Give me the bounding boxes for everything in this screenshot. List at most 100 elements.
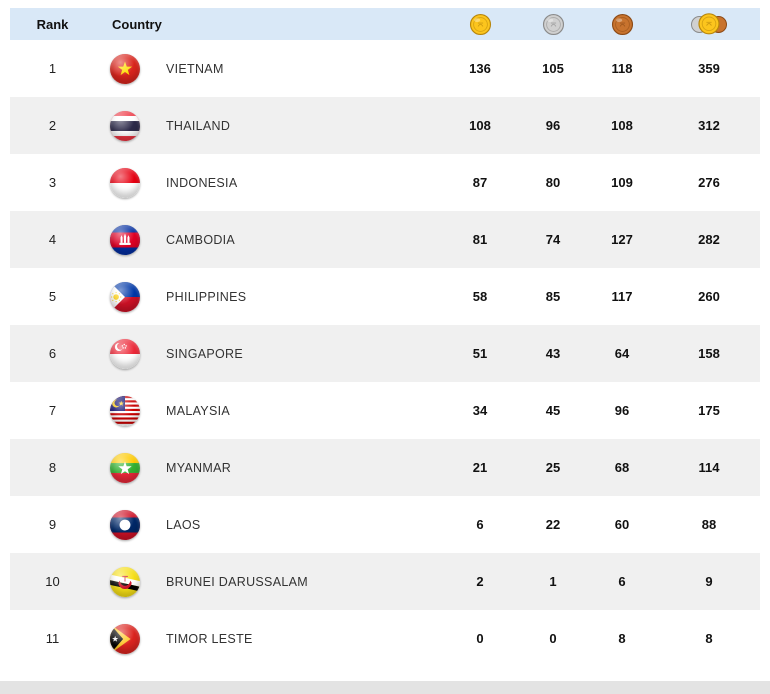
country-name: LAOS <box>166 517 201 532</box>
thailand-flag-icon <box>110 110 140 141</box>
brunei-flag-icon <box>110 566 140 597</box>
philippines-flag-icon <box>110 281 140 312</box>
bronze-count: 127 <box>611 232 633 247</box>
total-count: 282 <box>698 232 720 247</box>
bronze-count: 64 <box>614 346 630 361</box>
gold-count: 81 <box>472 232 488 247</box>
total-count: 9 <box>705 574 713 589</box>
gold-count: 87 <box>472 175 488 190</box>
country-header: Country <box>112 16 162 32</box>
country-name: THAILAND <box>166 118 231 133</box>
singapore-flag-icon <box>110 338 140 369</box>
rank-value: 6 <box>48 346 57 361</box>
bronze-count: 96 <box>614 403 630 418</box>
gold-count: 0 <box>476 631 484 646</box>
bronze-count: 108 <box>611 118 633 133</box>
country-name: SINGAPORE <box>166 346 244 361</box>
silver-count: 22 <box>545 517 561 532</box>
gold-count: 58 <box>472 289 488 304</box>
rank-value: 5 <box>48 289 57 304</box>
table-row: 11 TIMOR LESTE 0 0 8 8 <box>10 610 760 667</box>
silver-count: 80 <box>545 175 561 190</box>
flag-cell <box>95 623 155 654</box>
flag-cell <box>95 110 155 141</box>
bronze-count: 6 <box>618 574 626 589</box>
bronze-count: 109 <box>611 175 633 190</box>
flag-cell <box>95 395 155 426</box>
silver-count: 1 <box>549 574 557 589</box>
total-count: 260 <box>698 289 720 304</box>
flag-cell <box>95 509 155 540</box>
table-row: 7 MALAYSIA 34 45 96 175 <box>10 382 760 439</box>
rank-header: Rank <box>36 16 69 32</box>
country-name: PHILIPPINES <box>166 289 247 304</box>
bronze-count: 60 <box>614 517 630 532</box>
gold-count: 136 <box>469 61 491 76</box>
gold-count: 6 <box>476 517 484 532</box>
bronze-medal-icon <box>586 13 658 36</box>
country-name: INDONESIA <box>166 175 238 190</box>
medal-table: Rank Country 1 VIETNAM 136 105 118 359 2 THAILA… <box>10 8 760 667</box>
rank-value: 9 <box>48 517 57 532</box>
total-medals-icon <box>658 11 760 37</box>
total-count: 114 <box>698 460 720 475</box>
total-count: 158 <box>698 346 720 361</box>
flag-cell <box>95 224 155 255</box>
table-header: Rank Country <box>10 8 760 40</box>
rank-value: 2 <box>48 118 57 133</box>
table-body: 1 VIETNAM 136 105 118 359 2 THAILAND 108 96 108 312… <box>10 40 760 667</box>
flag-cell <box>95 167 155 198</box>
flag-cell <box>95 566 155 597</box>
table-row: 4 CAMBODIA 81 74 127 282 <box>10 211 760 268</box>
myanmar-flag-icon <box>110 452 140 483</box>
flag-cell <box>95 452 155 483</box>
cambodia-flag-icon <box>110 224 140 255</box>
table-row: 2 THAILAND 108 96 108 312 <box>10 97 760 154</box>
total-count: 312 <box>698 118 720 133</box>
bronze-count: 117 <box>611 289 633 304</box>
total-count: 8 <box>705 631 713 646</box>
country-name: MYANMAR <box>166 460 232 475</box>
gold-count: 108 <box>469 118 491 133</box>
gold-medal-icon <box>440 13 520 36</box>
flag-cell <box>95 281 155 312</box>
bottom-bar <box>0 681 770 694</box>
table-row: 3 INDONESIA 87 80 109 276 <box>10 154 760 211</box>
rank-value: 4 <box>48 232 57 247</box>
table-row: 9 LAOS 6 22 60 88 <box>10 496 760 553</box>
vietnam-flag-icon <box>110 53 140 84</box>
rank-value: 7 <box>48 403 57 418</box>
silver-count: 85 <box>545 289 561 304</box>
indonesia-flag-icon <box>110 167 140 198</box>
rank-value: 3 <box>48 175 57 190</box>
total-count: 276 <box>698 175 720 190</box>
bronze-count: 118 <box>611 61 633 76</box>
silver-count: 105 <box>542 61 564 76</box>
rank-value: 11 <box>45 631 60 646</box>
malaysia-flag-icon <box>110 395 140 426</box>
gold-count: 51 <box>472 346 488 361</box>
timor-leste-flag-icon <box>110 623 140 654</box>
table-row: 8 MYANMAR 21 25 68 114 <box>10 439 760 496</box>
gold-count: 2 <box>476 574 484 589</box>
rank-value: 10 <box>45 574 60 589</box>
country-name: TIMOR LESTE <box>166 631 253 646</box>
silver-count: 74 <box>545 232 561 247</box>
silver-count: 43 <box>545 346 561 361</box>
flag-cell <box>95 53 155 84</box>
bronze-count: 8 <box>618 631 626 646</box>
total-count: 175 <box>698 403 720 418</box>
silver-count: 25 <box>545 460 561 475</box>
country-name: MALAYSIA <box>166 403 230 418</box>
rank-value: 8 <box>48 460 57 475</box>
country-name: VIETNAM <box>166 61 224 76</box>
table-row: 10 BRUNEI DARUSSALAM 2 1 6 9 <box>10 553 760 610</box>
silver-count: 0 <box>549 631 557 646</box>
country-name: CAMBODIA <box>166 232 236 247</box>
total-count: 88 <box>701 517 717 532</box>
total-count: 359 <box>698 61 720 76</box>
rank-value: 1 <box>48 61 57 76</box>
laos-flag-icon <box>110 509 140 540</box>
table-row: 1 VIETNAM 136 105 118 359 <box>10 40 760 97</box>
silver-count: 96 <box>545 118 561 133</box>
